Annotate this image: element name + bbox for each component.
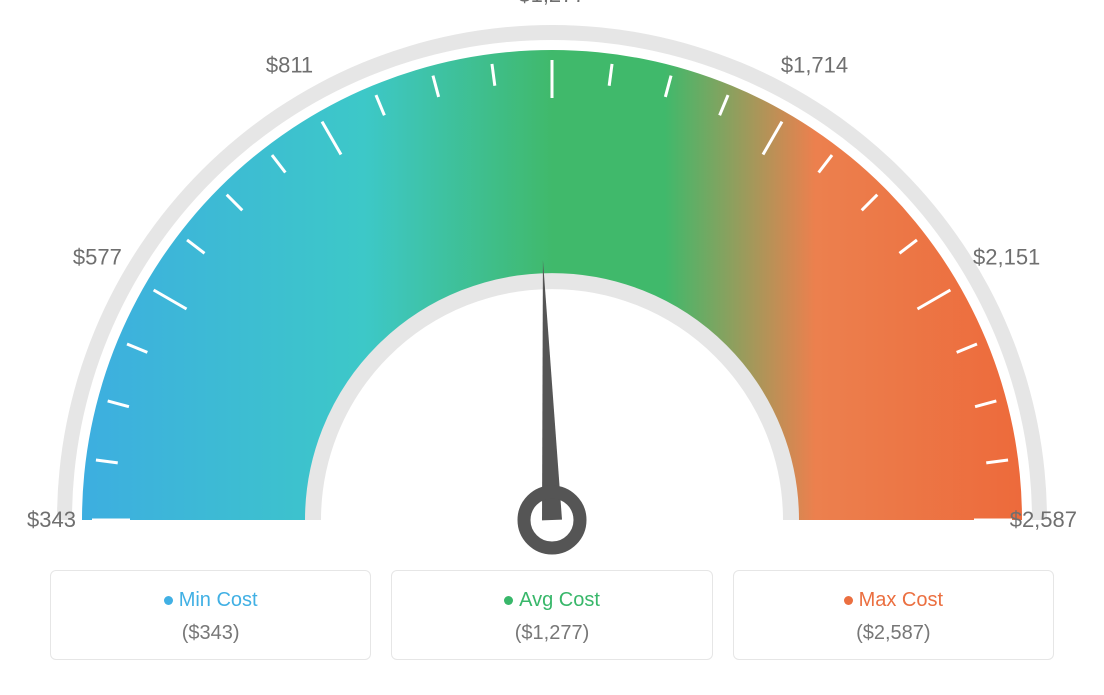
svg-text:$1,714: $1,714 <box>781 52 848 77</box>
legend-max-title: Max Cost <box>744 589 1043 612</box>
legend-min-title: Min Cost <box>61 589 360 612</box>
svg-text:$2,151: $2,151 <box>973 245 1040 270</box>
legend-min-card: Min Cost ($343) <box>50 570 371 660</box>
legend-avg-label: Avg Cost <box>519 589 600 611</box>
legend-row: Min Cost ($343) Avg Cost ($1,277) Max Co… <box>50 570 1054 660</box>
dot-icon <box>164 596 173 605</box>
legend-max-card: Max Cost ($2,587) <box>733 570 1054 660</box>
dot-icon <box>844 596 853 605</box>
legend-min-value: ($343) <box>61 622 360 645</box>
legend-avg-title: Avg Cost <box>402 589 701 612</box>
dot-icon <box>504 596 513 605</box>
svg-text:$811: $811 <box>266 52 313 77</box>
legend-max-value: ($2,587) <box>744 622 1043 645</box>
legend-min-label: Min Cost <box>179 589 258 611</box>
legend-avg-card: Avg Cost ($1,277) <box>391 570 712 660</box>
legend-max-label: Max Cost <box>859 589 943 611</box>
gauge-chart: $343 $577 $811 $1,277 $1,714 $2,151 $2,587 Min… <box>0 0 1104 690</box>
svg-text:$1,277: $1,277 <box>518 0 585 7</box>
svg-text:$343: $343 <box>27 507 76 532</box>
legend-avg-value: ($1,277) <box>402 622 701 645</box>
svg-text:$2,587: $2,587 <box>1010 507 1077 532</box>
svg-text:$577: $577 <box>73 245 122 270</box>
